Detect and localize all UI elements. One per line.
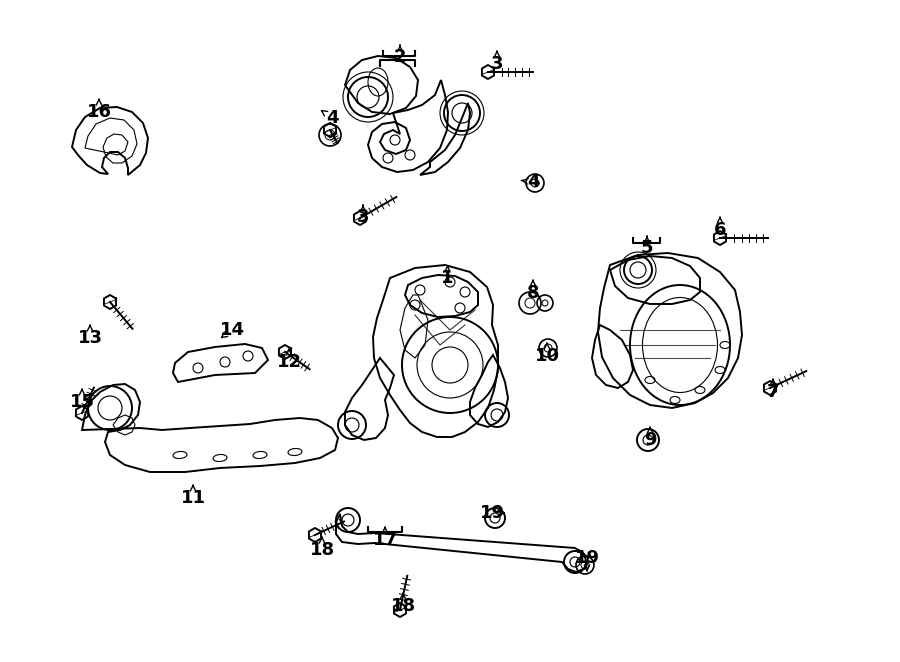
Text: 2: 2: [394, 48, 406, 66]
Text: 18: 18: [391, 597, 416, 615]
Text: 17: 17: [373, 531, 398, 549]
Text: 15: 15: [69, 393, 94, 411]
Text: 14: 14: [220, 321, 245, 339]
Text: 4: 4: [526, 173, 539, 191]
Text: 13: 13: [77, 329, 103, 347]
Text: 19: 19: [480, 504, 505, 522]
Text: 8: 8: [526, 284, 539, 302]
Text: 12: 12: [276, 353, 302, 371]
Text: 18: 18: [310, 541, 335, 559]
Text: 11: 11: [181, 489, 205, 507]
Text: 1: 1: [441, 269, 454, 287]
Text: 6: 6: [714, 221, 726, 239]
Text: 3: 3: [356, 208, 369, 226]
Text: 16: 16: [86, 103, 112, 121]
Text: 5: 5: [641, 239, 653, 257]
Text: 10: 10: [535, 347, 560, 365]
Text: 3: 3: [491, 55, 503, 73]
Text: 4: 4: [326, 109, 338, 127]
Text: 7: 7: [767, 383, 779, 401]
Text: 9: 9: [644, 431, 656, 449]
Text: 19: 19: [574, 549, 599, 567]
